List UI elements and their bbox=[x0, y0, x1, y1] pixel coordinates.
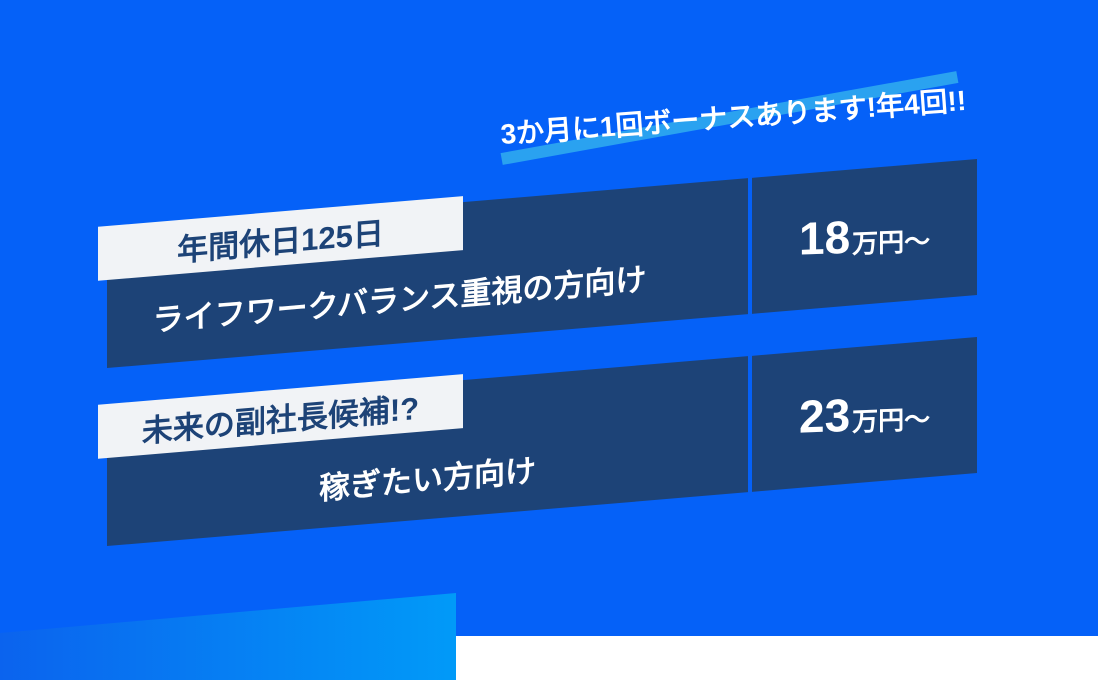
card-salary-panel: 18 万円〜 bbox=[752, 158, 977, 314]
card-description: 稼ぎたい方向け bbox=[319, 452, 536, 507]
salary-unit: 万円〜 bbox=[852, 404, 931, 437]
salary-amount: 18 万円〜 bbox=[798, 210, 931, 265]
salary-unit: 万円〜 bbox=[852, 226, 931, 259]
salary-number: 23 bbox=[798, 388, 851, 443]
salary-number: 18 bbox=[798, 210, 851, 265]
card-salary-panel: 23 万円〜 bbox=[752, 336, 977, 492]
salary-amount: 23 万円〜 bbox=[798, 388, 931, 443]
job-cards-group: ライフワークバランス重視の方向け 18 万円〜 年間休日125日 稼ぎたい方向け… bbox=[98, 158, 987, 680]
